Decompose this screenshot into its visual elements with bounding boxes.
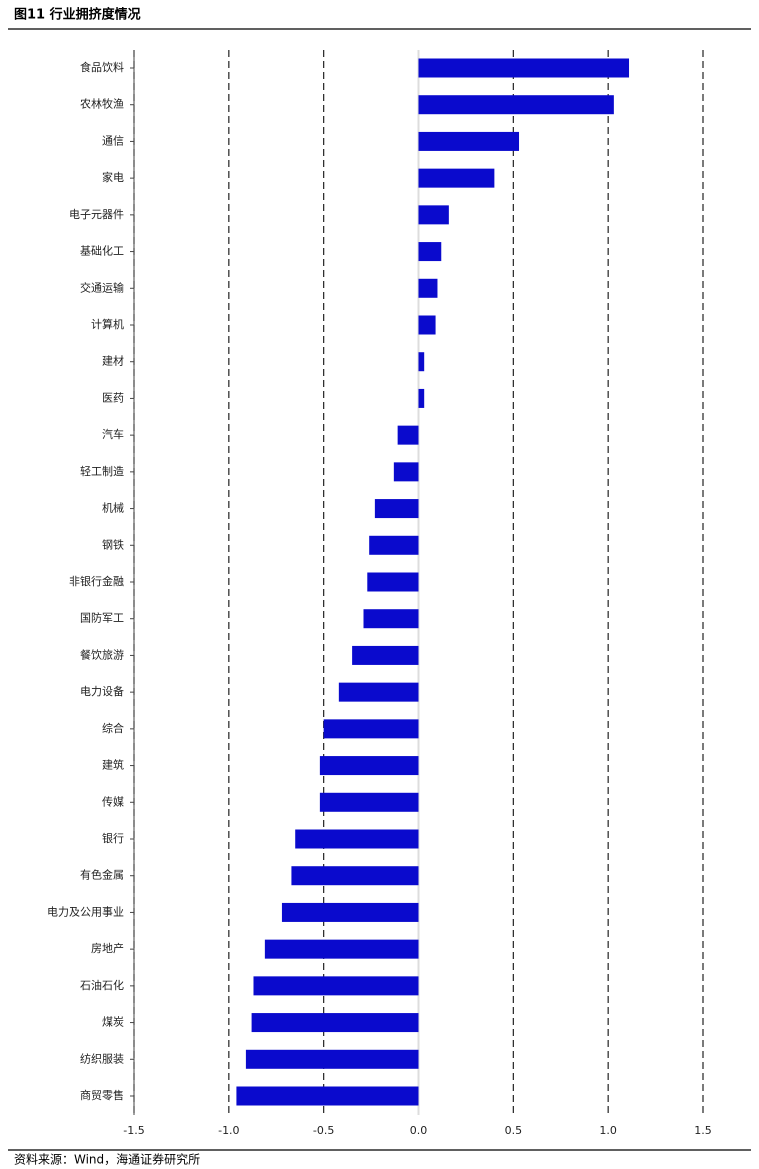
y-tick-label: 基础化工 [80,244,124,258]
bar [363,609,419,629]
y-tick-label: 汽车 [102,427,124,441]
bar [264,939,419,959]
y-tick-label: 机械 [102,501,124,515]
y-tick-label: 餐饮旅游 [80,647,124,661]
bar [393,462,419,482]
x-tick-label: 1.5 [694,1124,712,1137]
x-tick-label: 0.5 [505,1124,523,1137]
y-tick-label: 电子元器件 [69,208,124,221]
bar [319,756,419,776]
y-tick-label: 建材 [102,354,124,368]
bar [418,315,436,335]
bar [338,682,419,702]
y-tick-label: 通信 [102,134,124,147]
bar [291,866,419,886]
x-tick-label: 0.0 [410,1124,428,1137]
bar [418,205,449,225]
y-tick-label: 非银行金融 [69,574,124,588]
bar [418,242,442,262]
y-tick-label: 石油石化 [80,978,124,992]
y-tick-label: 商贸零售 [80,1088,124,1102]
y-tick-label: 钢铁 [102,538,124,551]
bar [253,976,419,996]
y-tick-label: 轻工制造 [80,464,124,478]
y-tick-label: 有色金属 [80,868,124,882]
y-tick-label: 房地产 [91,941,124,955]
y-tick-label: 医药 [102,391,124,404]
bar [281,902,419,922]
bar [352,645,419,665]
bar [418,58,630,78]
bar [319,792,419,812]
bar [374,499,419,519]
bar [418,95,614,115]
y-tick-label: 建筑 [102,758,124,772]
y-tick-label: 交通运输 [80,280,124,294]
bar [418,131,520,151]
y-tick-label: 国防军工 [80,611,124,625]
bar [245,1049,419,1069]
bar [251,1013,419,1033]
bar [418,388,425,408]
source-note: 资料来源：Wind，海通证券研究所 [14,1152,200,1167]
y-tick-label: 综合 [102,721,124,735]
bar [418,278,438,298]
bar [369,535,419,555]
x-tick-label: -1.5 [123,1124,144,1137]
bar [323,719,419,739]
chart-title: 图11 行业拥挤度情况 [14,7,141,23]
bar [418,168,495,188]
y-tick-label: 食品饮料 [80,60,124,74]
x-tick-label: -0.5 [313,1124,334,1137]
bar [367,572,419,592]
y-tick-label: 银行 [102,831,124,845]
x-tick-label: 1.0 [599,1124,617,1137]
bar [418,352,425,372]
y-tick-label: 电力设备 [80,684,124,698]
bar [295,829,419,849]
y-tick-label: 农林牧渔 [80,97,124,111]
y-tick-label: 家电 [102,170,124,184]
bar [236,1086,419,1106]
bar [397,425,419,445]
y-tick-label: 计算机 [91,317,124,331]
x-tick-label: -1.0 [218,1124,239,1137]
y-tick-label: 纺织服装 [80,1051,124,1065]
y-tick-label: 传媒 [102,795,124,808]
y-tick-label: 电力及公用事业 [47,905,124,918]
y-tick-label: 煤炭 [102,1016,124,1029]
